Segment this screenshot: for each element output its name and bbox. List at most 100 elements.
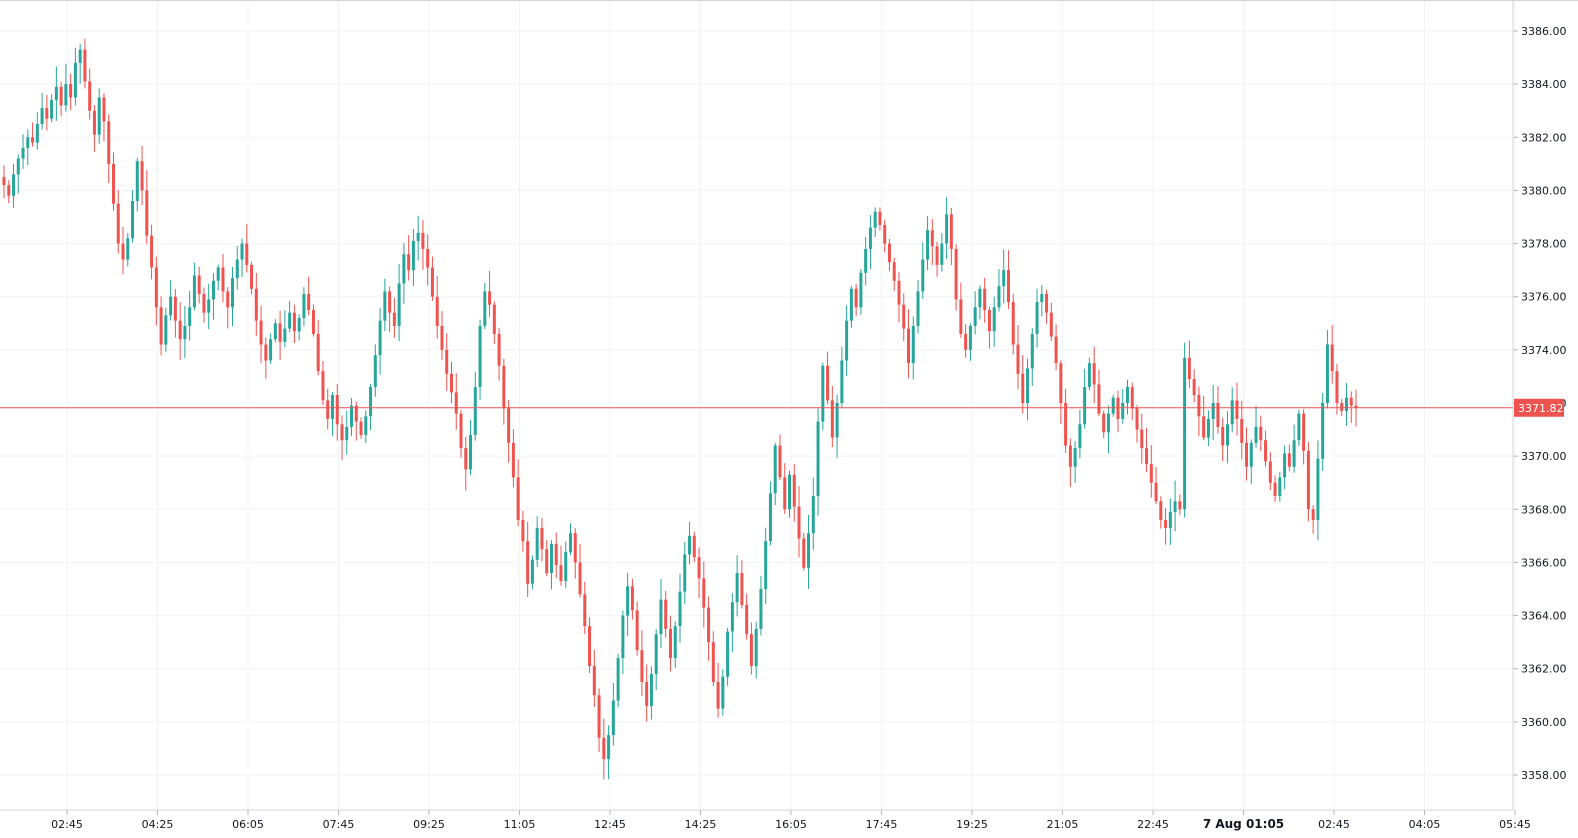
- candle-body: [668, 628, 672, 659]
- candle-body: [59, 86, 63, 106]
- candle-body: [1344, 397, 1348, 411]
- candle-body: [649, 674, 653, 706]
- candle-body: [1130, 387, 1134, 409]
- candle-body: [216, 267, 220, 281]
- candle-body: [930, 230, 934, 247]
- candle-body: [968, 325, 972, 350]
- candle-body: [297, 317, 301, 332]
- candle-body: [1230, 400, 1234, 425]
- candle-body: [807, 533, 811, 568]
- candle-body: [140, 161, 144, 191]
- candle-body: [683, 554, 687, 592]
- candle-body: [1154, 482, 1158, 502]
- candle-body: [288, 312, 292, 329]
- x-tick-label: 19:25: [956, 818, 988, 831]
- candle-body: [1349, 397, 1353, 406]
- candle-body: [416, 232, 420, 241]
- candle-body: [707, 607, 711, 643]
- candle-body: [240, 243, 244, 260]
- candle-body: [226, 291, 230, 308]
- candle-body: [1049, 312, 1053, 337]
- candle-body: [488, 291, 492, 305]
- candle-body: [183, 325, 187, 340]
- candle-body: [878, 211, 882, 225]
- candle-body: [126, 238, 130, 260]
- candle-body: [449, 373, 453, 393]
- candle-body: [1040, 294, 1044, 303]
- candle-body: [569, 533, 573, 552]
- candle-body: [745, 604, 749, 635]
- current-price-tag: 3371.82: [1514, 398, 1564, 417]
- candle-body: [150, 235, 154, 268]
- candle-body: [221, 267, 225, 292]
- x-tick-label: 04:05: [1409, 818, 1441, 831]
- y-tick-label: 3360.00: [1521, 716, 1567, 729]
- x-tick-label: 02:45: [51, 818, 83, 831]
- candle-body: [1292, 440, 1296, 467]
- candle-body: [1240, 418, 1244, 443]
- candle-body: [326, 400, 330, 419]
- candle-body: [721, 676, 725, 709]
- candle-body: [907, 328, 911, 364]
- candle-body: [545, 549, 549, 574]
- candle-body: [1097, 384, 1101, 414]
- candle-body: [1287, 453, 1291, 467]
- candle-body: [754, 628, 758, 667]
- candle-body: [697, 557, 701, 579]
- candle-body: [145, 190, 149, 236]
- candle-body: [892, 262, 896, 281]
- candle-body: [635, 610, 639, 651]
- candle-body: [616, 658, 620, 701]
- candle-body: [1111, 397, 1115, 414]
- candle-body: [868, 227, 872, 249]
- candle-body: [626, 586, 630, 616]
- candle-body: [497, 333, 501, 366]
- candle-body: [964, 333, 968, 350]
- x-tick-label: 06:05: [232, 818, 264, 831]
- candle-body: [1102, 413, 1106, 433]
- candle-body: [35, 124, 39, 143]
- candle-body: [583, 594, 587, 627]
- candle-body: [235, 259, 239, 279]
- candle-body: [50, 100, 54, 119]
- candle-body: [911, 325, 915, 364]
- candle-body: [916, 291, 920, 326]
- candle-body: [711, 642, 715, 682]
- candle-body: [1211, 403, 1215, 419]
- candle-body: [231, 278, 235, 308]
- candle-body: [1064, 403, 1068, 446]
- candle-body: [921, 259, 925, 292]
- candle-body: [802, 538, 806, 568]
- candle-body: [1221, 426, 1225, 446]
- x-tick-label: 22:45: [1137, 818, 1169, 831]
- candle-body: [1206, 418, 1210, 438]
- candle-body: [1354, 405, 1358, 408]
- candle-body: [192, 275, 196, 308]
- candle-body: [392, 312, 396, 326]
- x-tick-label: 04:25: [142, 818, 174, 831]
- candle-body: [1016, 344, 1020, 374]
- candle-body: [978, 288, 982, 308]
- candle-body: [554, 543, 558, 566]
- candle-body: [735, 573, 739, 603]
- x-tick-label: 17:45: [866, 818, 898, 831]
- candle-body: [1268, 461, 1272, 483]
- candle-body: [749, 634, 753, 667]
- candle-body: [40, 108, 44, 124]
- candle-body: [164, 315, 168, 345]
- y-tick-label: 3382.00: [1521, 131, 1567, 144]
- candle-body: [469, 434, 473, 470]
- candle-body: [949, 214, 953, 249]
- candle-body: [302, 294, 306, 318]
- candle-body: [1202, 416, 1206, 438]
- y-tick-label: 3384.00: [1521, 78, 1567, 91]
- candle-body: [111, 163, 115, 204]
- candle-body: [730, 602, 734, 632]
- candle-body: [564, 551, 568, 582]
- candle-body: [502, 365, 506, 409]
- candle-body: [411, 240, 415, 271]
- candle-body: [1235, 400, 1239, 419]
